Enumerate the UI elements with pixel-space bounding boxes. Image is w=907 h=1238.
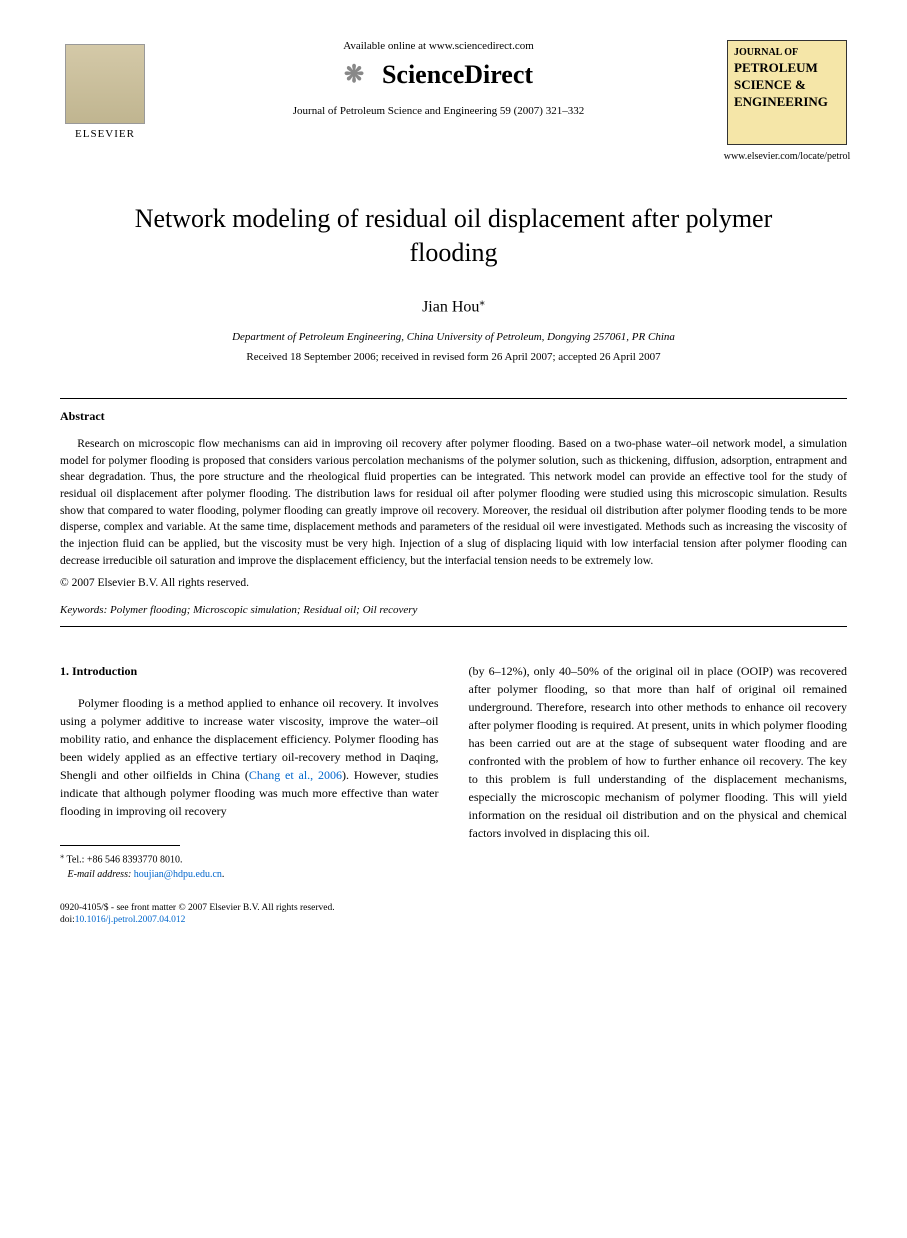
journal-citation: Journal of Petroleum Science and Enginee…: [170, 105, 707, 117]
center-header: Available online at www.sciencedirect.co…: [150, 40, 727, 117]
footnote-email-line: E-mail address: houjian@hdpu.edu.cn.: [60, 868, 439, 882]
section-heading-intro: 1. Introduction: [60, 662, 439, 680]
column-left: 1. Introduction Polymer flooding is a me…: [60, 662, 439, 881]
intro-para-left: Polymer flooding is a method applied to …: [60, 694, 439, 820]
journal-cover: JOURNAL OF PETROLEUM SCIENCE & ENGINEERI…: [727, 40, 847, 162]
column-right: (by 6–12%), only 40–50% of the original …: [469, 662, 848, 881]
article-dates: Received 18 September 2006; received in …: [60, 351, 847, 363]
footnote-tel: ⁎ Tel.: +86 546 8393770 8010.: [60, 850, 439, 867]
footer-block: 0920-4105/$ - see front matter © 2007 El…: [60, 902, 847, 927]
elsevier-tree-icon: [65, 44, 145, 124]
keywords-label: Keywords:: [60, 604, 107, 616]
doi-label: doi:: [60, 915, 75, 925]
divider-top: [60, 398, 847, 399]
footnote-email[interactable]: houjian@hdpu.edu.cn: [131, 869, 222, 880]
abstract-text: Research on microscopic flow mechanisms …: [60, 436, 847, 569]
abstract-heading: Abstract: [60, 409, 847, 424]
sciencedirect-text: ScienceDirect: [382, 60, 533, 90]
footnote-tel-text: Tel.: +86 546 8393770 8010.: [64, 855, 182, 866]
footnote-email-suffix: .: [222, 869, 225, 880]
author-line: Jian Hou⁎: [60, 295, 847, 316]
article-title: Network modeling of residual oil displac…: [120, 202, 787, 270]
elsevier-label: ELSEVIER: [75, 128, 135, 140]
keywords-text: Polymer flooding; Microscopic simulation…: [107, 604, 417, 616]
cover-line3: ENGINEERING: [734, 94, 840, 111]
affiliation: Department of Petroleum Engineering, Chi…: [60, 331, 847, 343]
author-marker: ⁎: [479, 296, 485, 308]
divider-bottom: [60, 626, 847, 627]
intro-para-right: (by 6–12%), only 40–50% of the original …: [469, 662, 848, 842]
cover-url: www.elsevier.com/locate/petrol: [724, 151, 851, 162]
author-name: Jian Hou: [422, 298, 479, 315]
doi-link[interactable]: 10.1016/j.petrol.2007.04.012: [75, 915, 186, 925]
cover-line1: PETROLEUM: [734, 60, 840, 77]
cover-journal-of: JOURNAL OF: [734, 47, 840, 58]
elsevier-logo: ELSEVIER: [60, 40, 150, 140]
footer-doi-line: doi:10.1016/j.petrol.2007.04.012: [60, 914, 847, 926]
cover-line2: SCIENCE &: [734, 77, 840, 94]
header-row: ELSEVIER Available online at www.science…: [60, 40, 847, 162]
footer-front-matter: 0920-4105/$ - see front matter © 2007 El…: [60, 902, 847, 914]
body-columns: 1. Introduction Polymer flooding is a me…: [60, 662, 847, 881]
cover-box: JOURNAL OF PETROLEUM SCIENCE & ENGINEERI…: [727, 40, 847, 145]
abstract-copyright: © 2007 Elsevier B.V. All rights reserved…: [60, 577, 847, 589]
citation-chang-2006[interactable]: Chang et al., 2006: [249, 768, 342, 782]
sciencedirect-brand: ScienceDirect: [170, 60, 707, 90]
sciencedirect-flare-icon: [344, 60, 374, 90]
available-online-text: Available online at www.sciencedirect.co…: [170, 40, 707, 52]
footnote-block: ⁎ Tel.: +86 546 8393770 8010. E-mail add…: [60, 850, 439, 881]
footnote-email-label: E-mail address:: [68, 869, 132, 880]
keywords-line: Keywords: Polymer flooding; Microscopic …: [60, 604, 847, 616]
footnote-rule: [60, 845, 180, 846]
